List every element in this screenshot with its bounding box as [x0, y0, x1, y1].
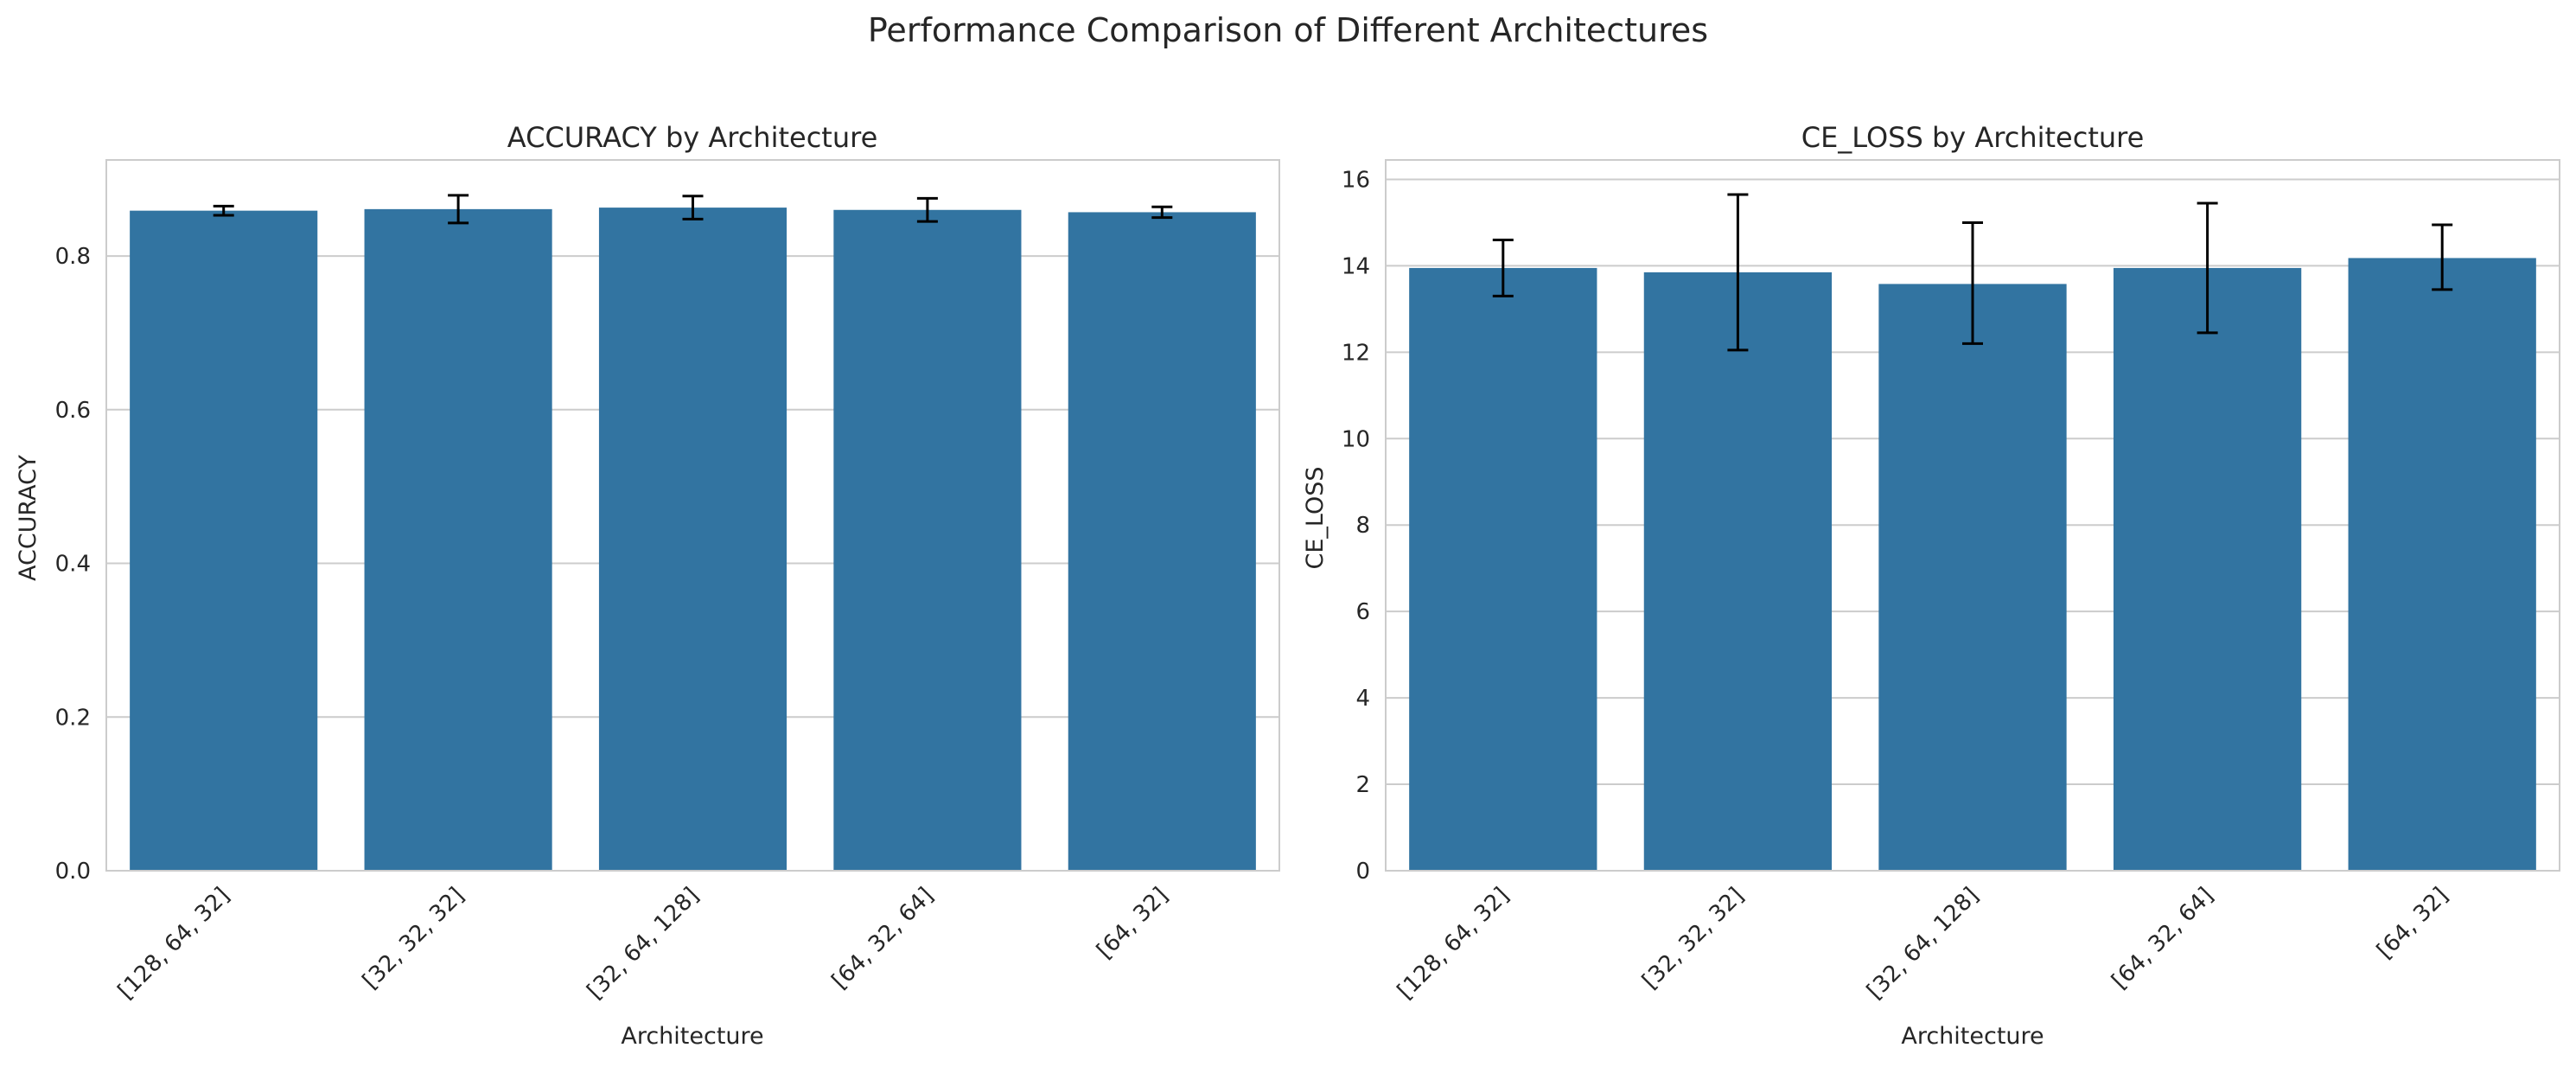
ce-loss-bar [2348, 258, 2536, 871]
ce-loss-y-tick-label: 10 [1342, 426, 1370, 452]
ce-loss-bar [1409, 267, 1597, 871]
ce-loss-y-tick-label: 12 [1342, 340, 1370, 366]
ce-loss-y-tick-label: 14 [1342, 253, 1370, 279]
accuracy-x-tick-label: [32, 32, 32] [358, 883, 469, 994]
accuracy-bar [1068, 212, 1256, 871]
ce-loss-plot-frame [1385, 159, 2560, 872]
accuracy-y-tick-label: 0.0 [55, 859, 91, 885]
ce-loss-chart: CE_LOSS by Architecture Architecture CE_… [1302, 121, 2560, 1050]
ce-loss-y-tick-label: 8 [1355, 513, 1370, 539]
ce-loss-y-axis-label: CE_LOSS [1302, 466, 1329, 569]
accuracy-x-tick-label: [64, 32] [1092, 883, 1173, 964]
accuracy-x-tick-label: [32, 64, 128] [583, 883, 705, 1005]
accuracy-bar [364, 208, 552, 871]
accuracy-bar [833, 209, 1022, 872]
ce-loss-x-tick-label: [128, 64, 32] [1393, 883, 1514, 1005]
ce-loss-y-tick-label: 0 [1355, 859, 1370, 885]
accuracy-y-tick-label: 0.6 [55, 398, 91, 424]
ce-loss-y-tick-label: 6 [1355, 599, 1370, 625]
accuracy-y-tick-label: 0.2 [55, 705, 91, 731]
ce-loss-x-tick-label: [64, 32, 64] [2107, 883, 2218, 994]
accuracy-y-tick-label: 0.8 [55, 244, 91, 270]
ce-loss-y-tick-label: 16 [1342, 167, 1370, 193]
ce-loss-y-tick-label: 2 [1355, 772, 1370, 798]
ce-loss-bar [2113, 267, 2302, 871]
ce-loss-bar [1878, 284, 2067, 871]
accuracy-plot-frame [105, 159, 1280, 872]
accuracy-bar [130, 210, 318, 871]
accuracy-x-tick-label: [64, 32, 64] [827, 883, 939, 994]
accuracy-x-tick-label: [128, 64, 32] [113, 883, 235, 1005]
accuracy-bar [598, 208, 787, 872]
accuracy-y-tick-label: 0.4 [55, 552, 91, 578]
accuracy-chart-title: ACCURACY by Architecture [507, 121, 878, 154]
ce-loss-y-tick-label: 4 [1355, 686, 1370, 712]
figure-title: Performance Comparison of Different Arch… [868, 11, 1708, 49]
ce-loss-x-tick-label: [32, 64, 128] [1862, 883, 1984, 1005]
ce-loss-x-tick-label: [32, 32, 32] [1637, 883, 1749, 994]
ce-loss-x-tick-label: [64, 32] [2372, 883, 2453, 964]
accuracy-chart: ACCURACY by Architecture Architecture AC… [15, 121, 1280, 1050]
ce-loss-bar [1643, 272, 1833, 871]
accuracy-y-axis-label: ACCURACY [15, 454, 41, 581]
ce-loss-x-axis-label: Architecture [1901, 1023, 2044, 1050]
ce-loss-chart-title: CE_LOSS by Architecture [1801, 121, 2145, 154]
accuracy-x-axis-label: Architecture [621, 1023, 763, 1050]
